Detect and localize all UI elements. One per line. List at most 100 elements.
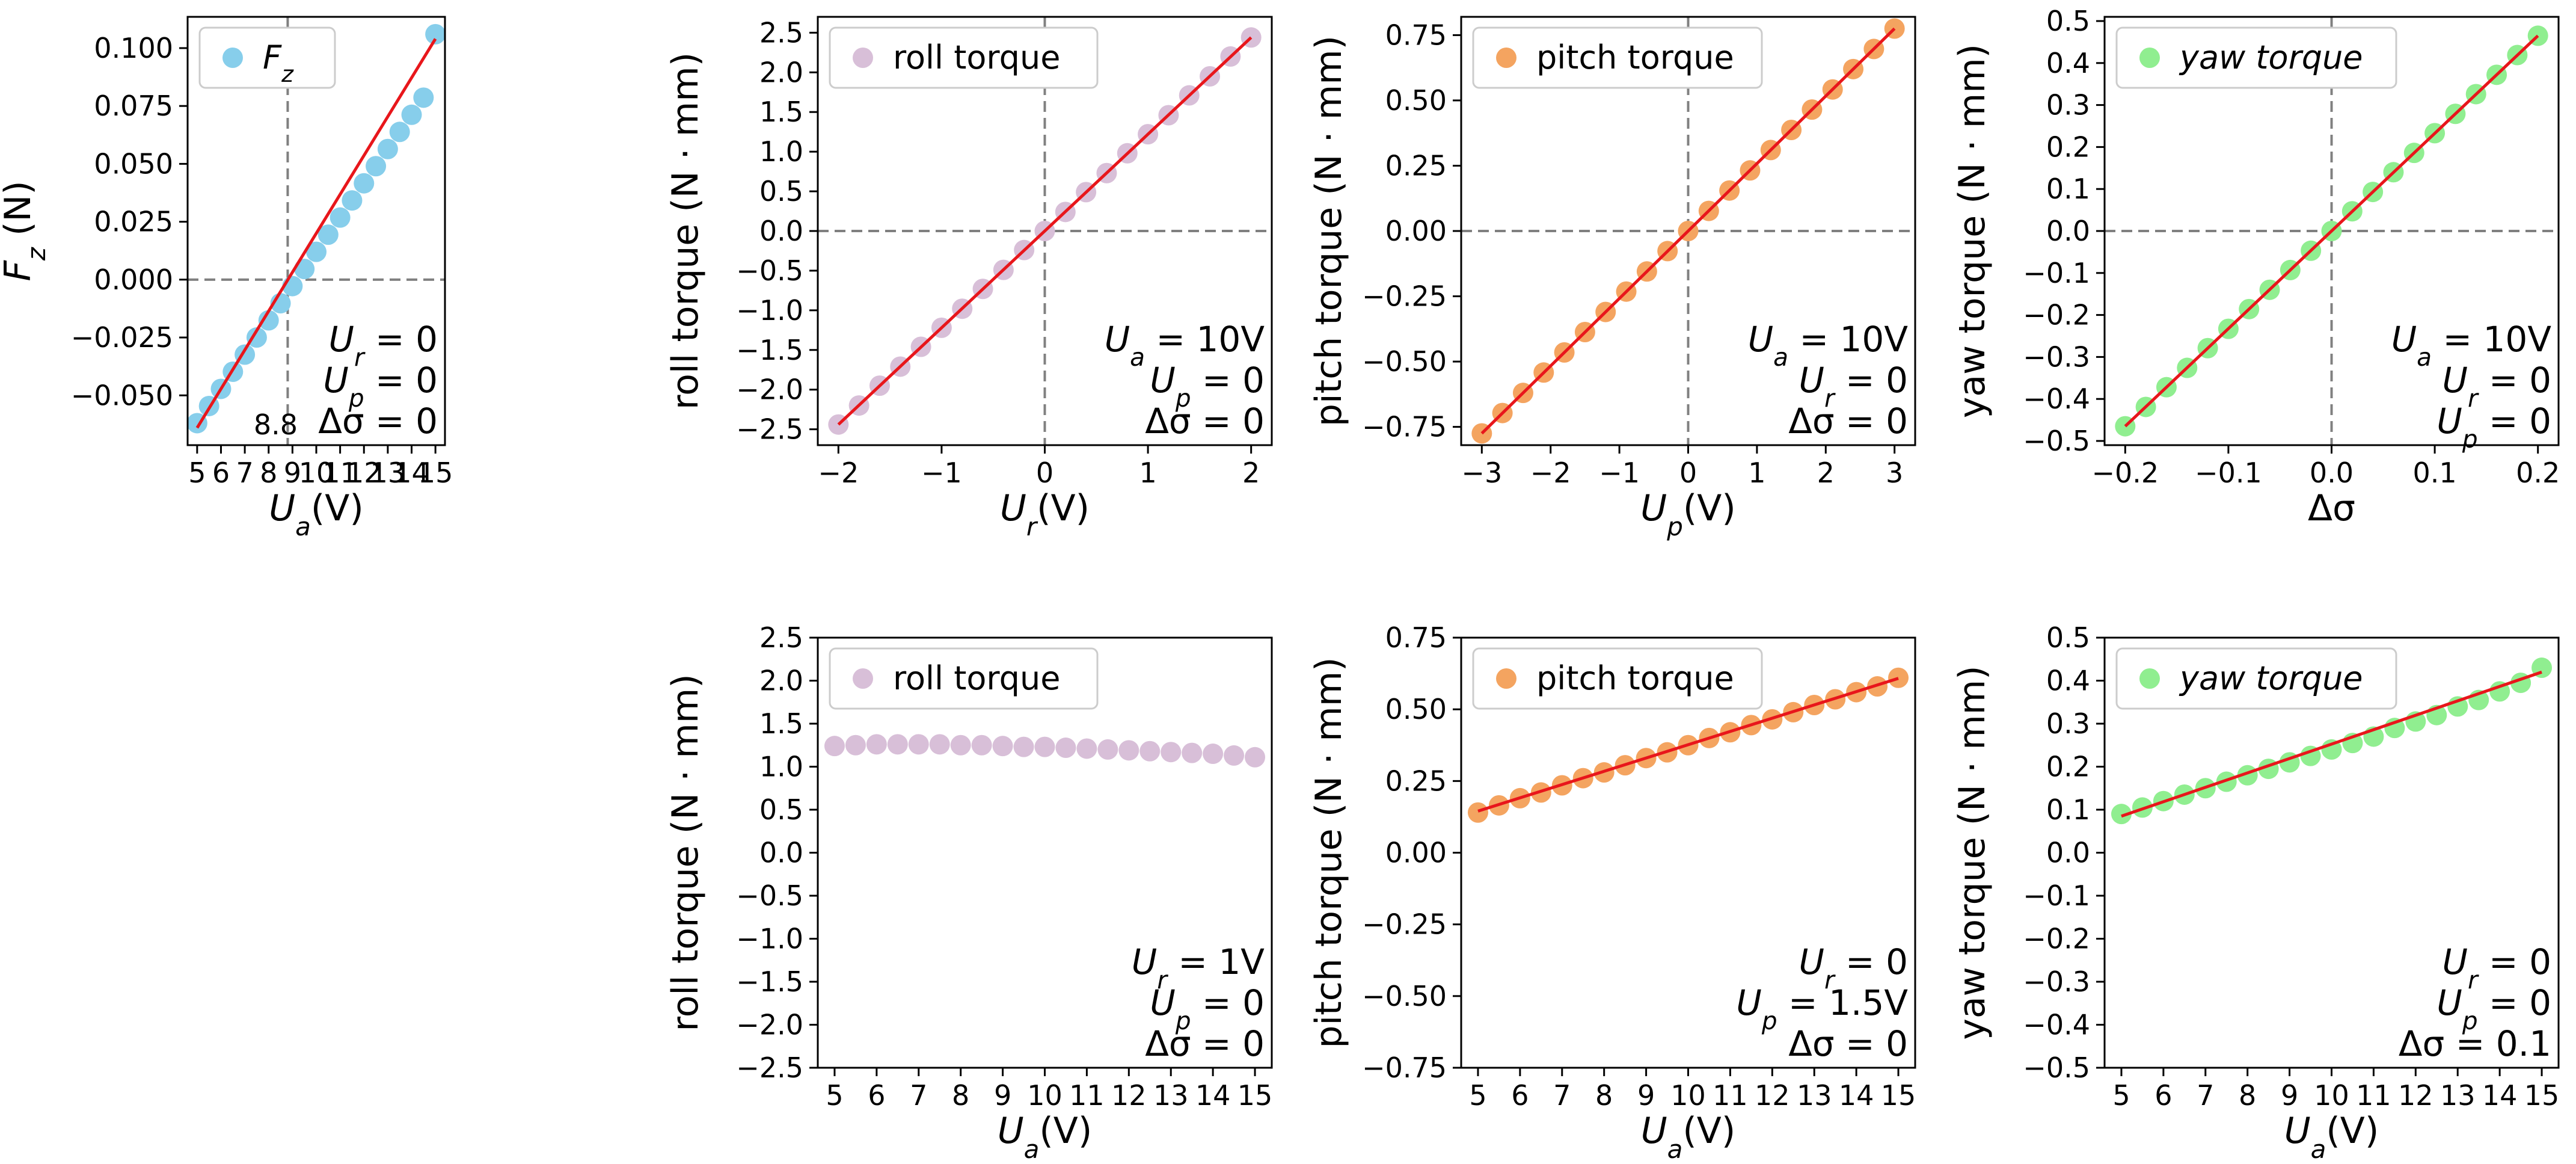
legend-box (829, 647, 1099, 710)
chart-yaw2: 5 6 7 8 9 10 11 12 13 14 15 −0.5 −0.4 −0.3 −0.2 −0.1 0.0… (1951, 621, 2560, 1164)
x-tick-label: −0.1 (2195, 457, 2262, 489)
legend-marker (853, 668, 873, 689)
y-tick-label: 1.0 (759, 135, 803, 168)
data-point (1139, 741, 1161, 762)
condition-annotation: Up = 1.5V (1736, 982, 1908, 1035)
data-point (929, 734, 950, 755)
legend-marker (853, 48, 873, 68)
condition-annotation: Ur = 0 (328, 319, 438, 372)
y-axis-label: roll torque (N · mm) (664, 674, 707, 1031)
x-tick-label: 0 (1679, 457, 1697, 489)
x-tick-label: 1 (1139, 457, 1156, 489)
y-tick-label: −0.025 (71, 321, 173, 354)
y-axis-label: yaw torque (N · mm) (1951, 665, 1993, 1039)
y-tick-label: −1.5 (736, 965, 803, 998)
x-tick-label: −2 (1530, 457, 1571, 489)
chart-pitch2: 5 6 7 8 9 10 11 12 13 14 15 −0.75 −0.50 −0.25 0.00 0.25… (1308, 621, 1916, 1164)
x-tick-label: 10 (2314, 1079, 2349, 1112)
data-point (1224, 745, 1245, 766)
y-tick-label: 0.50 (1385, 84, 1447, 117)
y-tick-label: 0.4 (2046, 47, 2090, 79)
x-tick-label: 0.0 (2310, 457, 2354, 489)
x-axis-label: Ua(V) (1641, 1110, 1736, 1164)
legend-label: roll torque (893, 659, 1060, 697)
x-tick-label: 8 (260, 457, 277, 489)
condition-annotation: Δσ = 0 (1145, 401, 1265, 442)
x-tick-label: 13 (370, 457, 406, 489)
data-point (246, 327, 267, 348)
y-tick-label: −0.2 (2023, 299, 2090, 331)
x-tick-label: 7 (910, 1079, 927, 1112)
y-tick-label: −1.0 (736, 923, 803, 955)
y-axis-label: pitch torque (N · mm) (1308, 35, 1350, 426)
data-point (342, 190, 363, 211)
condition-annotation: Ur = 1V (1132, 941, 1265, 994)
legend: roll torque (829, 26, 1099, 89)
condition-annotation: Ua = 10V (2391, 319, 2552, 372)
y-tick-label: 0.5 (759, 175, 803, 208)
x-tick-label: 0.2 (2516, 457, 2560, 489)
y-tick-label: 0.2 (2046, 751, 2090, 783)
condition-annotation: Δσ = 0 (1788, 401, 1908, 442)
x-tick-label: 14 (1839, 1079, 1874, 1112)
y-tick-label: −0.1 (2023, 879, 2090, 912)
x-axis-label: Ua(V) (2284, 1110, 2379, 1164)
legend-box (2115, 647, 2397, 710)
x-axis-label: Ua(V) (998, 1110, 1093, 1164)
y-tick-label: 0.0 (2046, 837, 2090, 869)
x-tick-label: 12 (1755, 1079, 1790, 1112)
data-point (1034, 736, 1055, 757)
y-tick-label: −2.0 (736, 1009, 803, 1041)
x-tick-label: −1 (1599, 457, 1640, 489)
x-tick-label: 9 (2281, 1079, 2298, 1112)
y-tick-label: 1.0 (759, 751, 803, 783)
y-tick-label: 0.1 (2046, 793, 2090, 826)
data-point (366, 156, 387, 177)
legend-marker (222, 48, 243, 68)
x-tick-label: 8 (2239, 1079, 2256, 1112)
legend-box (2115, 26, 2397, 89)
legend: yaw torque (2115, 647, 2397, 710)
legend-box (1472, 26, 1763, 89)
data-point (1161, 742, 1182, 763)
legend-marker (1496, 48, 1516, 68)
y-tick-label: −0.5 (2023, 1052, 2090, 1084)
y-tick-label: −0.3 (2023, 965, 2090, 998)
condition-annotation: Up = 0 (1150, 982, 1265, 1035)
condition-annotation: Up = 0 (323, 360, 438, 413)
y-tick-label: 0.100 (94, 32, 173, 64)
x-tick-label: 6 (868, 1079, 885, 1112)
fit-line (837, 36, 1253, 426)
data-point (1118, 740, 1139, 761)
condition-annotation: Ur = 0 (2442, 360, 2551, 413)
data-point (887, 734, 908, 755)
data-point (1245, 747, 1266, 768)
x-axis-label: Ur(V) (1000, 487, 1090, 541)
x-tick-label: −3 (1461, 457, 1502, 489)
chart-roll1: −2 −1 0 1 2 −2.5 −2.0 −1.5 −1.0 −0.5 0.0 0.5 1.0 1.5 2… (664, 16, 1273, 541)
data-point (992, 736, 1013, 757)
y-tick-label: 2.0 (759, 56, 803, 88)
x-tick-label: 11 (1069, 1079, 1105, 1112)
condition-annotation: Ur = 0 (1799, 941, 1908, 994)
x-tick-label: 2 (1817, 457, 1835, 489)
y-tick-label: 0.75 (1385, 621, 1447, 654)
y-tick-label: 0.2 (2046, 131, 2090, 163)
data-point (377, 138, 398, 159)
vline-label: 8.8 (254, 408, 298, 441)
data-point (950, 734, 971, 756)
data-point (330, 207, 351, 228)
condition-annotation: Ur = 0 (1799, 360, 1908, 413)
x-tick-label: 15 (418, 457, 453, 489)
data-point (1467, 802, 1488, 823)
x-tick-label: 13 (1797, 1079, 1832, 1112)
x-tick-label: 14 (2482, 1079, 2518, 1112)
x-tick-label: 5 (1469, 1079, 1486, 1112)
condition-annotation: Ur = 0 (2442, 941, 2551, 994)
x-tick-label: 10 (1670, 1079, 1706, 1112)
x-tick-label: 0.1 (2413, 457, 2457, 489)
data-point (824, 736, 845, 757)
x-tick-label: 10 (1027, 1079, 1063, 1112)
data-point (908, 734, 929, 755)
condition-annotation: Up = 0 (1150, 360, 1265, 413)
